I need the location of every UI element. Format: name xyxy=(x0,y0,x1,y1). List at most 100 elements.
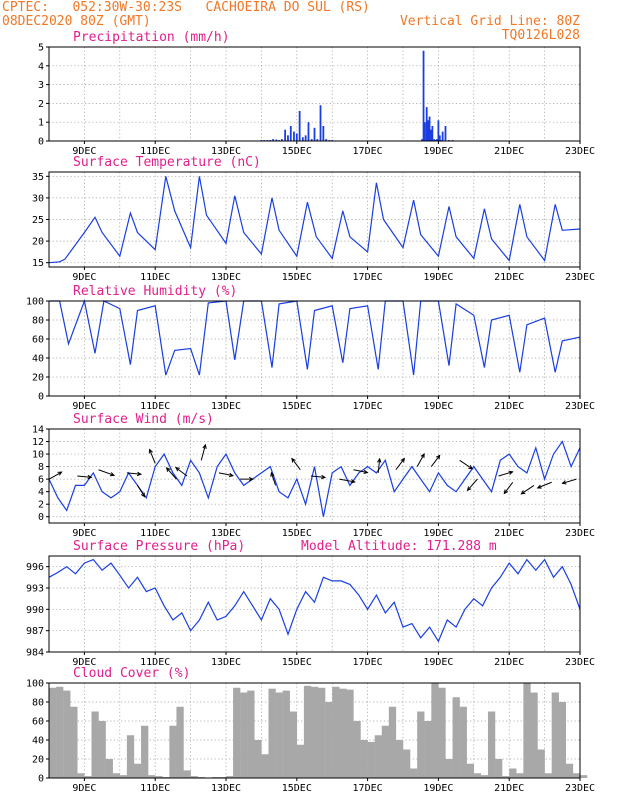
x-tick-label: 11DEC xyxy=(140,783,170,794)
cloud-bar xyxy=(325,702,333,778)
precip-bar xyxy=(316,139,319,141)
wind-vector xyxy=(200,444,206,461)
cloud-bar xyxy=(49,687,57,778)
precip-bar xyxy=(437,120,440,141)
x-tick-label: 15DEC xyxy=(282,146,312,157)
precip-bar xyxy=(310,139,313,141)
cloud-bar xyxy=(254,740,262,778)
cloud-bar xyxy=(77,773,85,778)
y-tick-label: 8 xyxy=(38,462,44,473)
plot-frame xyxy=(48,555,581,653)
panel-2: 0 20 40 60 80 100 9DEC 11DEC 13DEC 15DEC 17DEC 19DE… xyxy=(26,284,595,412)
x-tick-label: 21DEC xyxy=(494,657,524,668)
precip-bar xyxy=(436,139,438,141)
wind-vector xyxy=(503,481,514,494)
y-tick-label: 987 xyxy=(26,626,44,637)
panel-title: Surface Wind (m/s) xyxy=(73,412,214,427)
cloud-bar xyxy=(289,711,297,778)
x-tick-label: 23DEC xyxy=(565,272,595,283)
cloud-bar xyxy=(410,768,418,778)
wind-arrowhead xyxy=(87,474,93,480)
plot-frame xyxy=(48,682,581,779)
cloud-bar xyxy=(240,692,248,778)
wind-arrowhead xyxy=(520,490,526,495)
precip-bar xyxy=(427,120,430,141)
wind-vector xyxy=(77,475,92,478)
cloud-bar xyxy=(537,749,545,778)
wind-vector xyxy=(459,459,473,470)
y-tick-label: 20 xyxy=(32,237,44,248)
cloud-bar xyxy=(296,744,305,778)
cloud-bar xyxy=(374,735,382,778)
x-tick-label: 23DEC xyxy=(565,528,595,539)
wind-vector xyxy=(270,472,277,486)
cloud-bar xyxy=(141,725,149,778)
plot-frame xyxy=(48,300,581,397)
cloud-bar xyxy=(495,759,503,778)
precip-bar xyxy=(441,131,444,141)
x-tick-label: 19DEC xyxy=(423,401,453,412)
cloud-bar xyxy=(91,711,99,778)
x-tick-label: 23DEC xyxy=(565,657,595,668)
wind-vector xyxy=(377,458,381,473)
header-model: TQ0126L028 xyxy=(502,28,580,43)
x-tick-label: 21DEC xyxy=(494,272,524,283)
wind-arrowhead xyxy=(202,443,207,449)
cloud-bar xyxy=(70,706,78,778)
cloud-bar xyxy=(516,773,524,778)
cloud-bar xyxy=(63,690,71,778)
panel-4: 984 987 990 993 996 9DEC 11DEC 13DEC 15DEC 17DEC 1… xyxy=(26,539,595,668)
wind-arrowhead xyxy=(435,454,441,460)
cloud-bar xyxy=(275,692,283,778)
x-tick-label: 17DEC xyxy=(353,146,383,157)
wind-arrowhead xyxy=(400,457,405,463)
wind-vector xyxy=(353,469,368,474)
wind-arrowhead xyxy=(468,465,474,470)
precip-bar xyxy=(304,135,307,141)
y-tick-label: 990 xyxy=(26,605,44,616)
plot-frame xyxy=(48,46,581,142)
cloud-bar xyxy=(318,687,326,778)
y-tick-label: 10 xyxy=(32,450,44,461)
x-tick-label: 11DEC xyxy=(140,146,170,157)
y-tick-label: 0 xyxy=(38,774,44,785)
wind-arrowhead xyxy=(248,476,254,482)
x-tick-label: 17DEC xyxy=(353,528,383,539)
x-tick-label: 9DEC xyxy=(72,657,96,668)
wind-vector xyxy=(310,475,326,478)
wind-arrowhead xyxy=(174,466,180,472)
cloud-bar xyxy=(339,688,347,778)
wind-arrowhead xyxy=(270,471,275,477)
plot-frame xyxy=(48,428,581,524)
wind-vector xyxy=(126,472,141,475)
y-tick-label: 5 xyxy=(38,43,44,54)
wind-vector xyxy=(175,467,188,477)
precip-bar xyxy=(425,107,428,141)
y-tick-label: 100 xyxy=(26,297,44,308)
precip-bar xyxy=(438,135,441,141)
y-tick-label: 14 xyxy=(32,425,44,436)
x-tick-label: 23DEC xyxy=(565,146,595,157)
cloud-bar xyxy=(169,725,177,778)
wind-vector xyxy=(467,478,478,491)
cloud-bar xyxy=(353,721,361,778)
y-tick-label: 25 xyxy=(32,215,44,226)
precip-bar xyxy=(322,125,325,141)
x-tick-label: 17DEC xyxy=(353,657,383,668)
x-tick-label: 21DEC xyxy=(494,401,524,412)
cloud-bar xyxy=(466,763,474,778)
wind-arrowhead xyxy=(508,470,514,475)
wind-arrowhead xyxy=(377,457,382,463)
cloud-bar xyxy=(445,759,453,778)
x-tick-label: 17DEC xyxy=(353,401,383,412)
wind-arrowhead xyxy=(109,472,116,477)
y-tick-label: 80 xyxy=(32,316,44,327)
cloud-bar xyxy=(148,775,156,778)
cloud-bar xyxy=(268,688,276,778)
x-tick-label: 11DEC xyxy=(140,528,170,539)
y-tick-label: 40 xyxy=(32,354,44,365)
precip-bar xyxy=(430,129,432,141)
wind-vector xyxy=(149,449,156,464)
